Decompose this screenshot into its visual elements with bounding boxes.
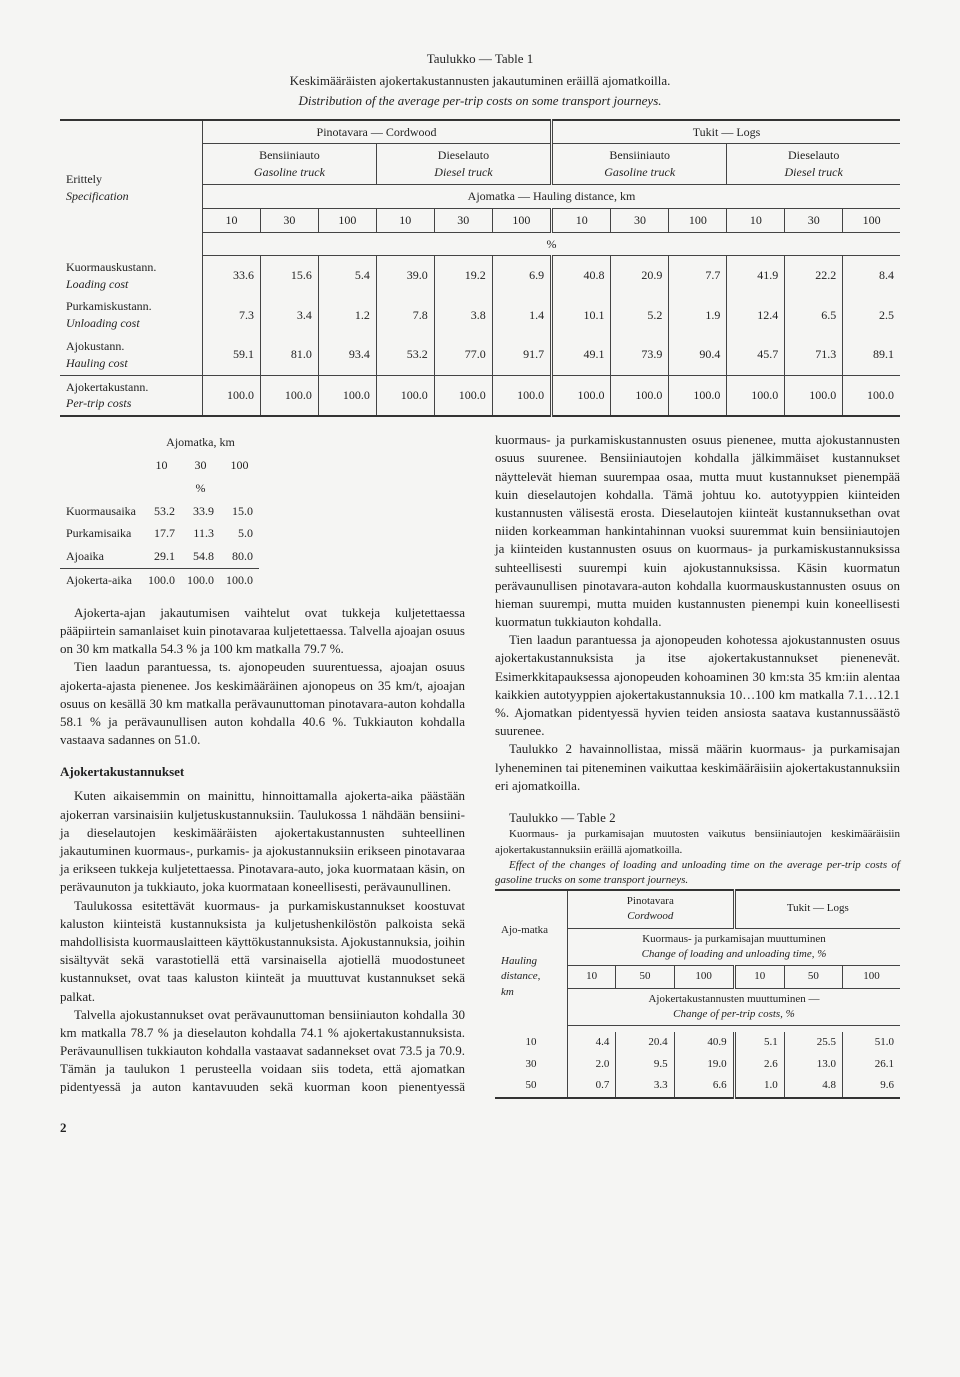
table2-sub-en: Effect of the changes of loading and unl… [495, 858, 900, 889]
table2-sub-fi: Kuormaus- ja purkamisajan muutosten vaik… [495, 827, 900, 858]
table1-subcaption-italic: Distribution of the average per-trip cos… [60, 92, 900, 110]
para-6: Tien laadun parantuessa ja ajonopeuden k… [495, 631, 900, 740]
table2: Ajo-matka Hauling distance, km Pinotavar… [495, 889, 900, 1099]
page-number: 2 [60, 1119, 900, 1137]
small-table: Ajomatka, km 10 30 100 % Kuormausaika 53… [60, 431, 259, 592]
para-1: Ajokerta-ajan jakautumisen vaihtelut ova… [60, 604, 465, 659]
table2-caption: Taulukko — Table 2 [495, 809, 900, 827]
para-3: Kuten aikaisemmin on mainittu, hinnoitta… [60, 787, 465, 896]
body-columns: Ajomatka, km 10 30 100 % Kuormausaika 53… [60, 431, 900, 1098]
table1-caption: Taulukko — Table 1 [60, 50, 900, 68]
para-7: Taulukko 2 havainnollistaa, missä määrin… [495, 740, 900, 795]
table1: Erittely Specification Pinotavara — Cord… [60, 119, 900, 418]
para-4: Taulukossa esitettävät kuormaus- ja purk… [60, 897, 465, 1006]
table1-subcaption: Keskimääräisten ajokertakustannusten jak… [60, 72, 900, 90]
para-2: Tien laadun parantuessa, ts. ajonopeuden… [60, 658, 465, 749]
section-heading: Ajokertakustannukset [60, 763, 465, 781]
